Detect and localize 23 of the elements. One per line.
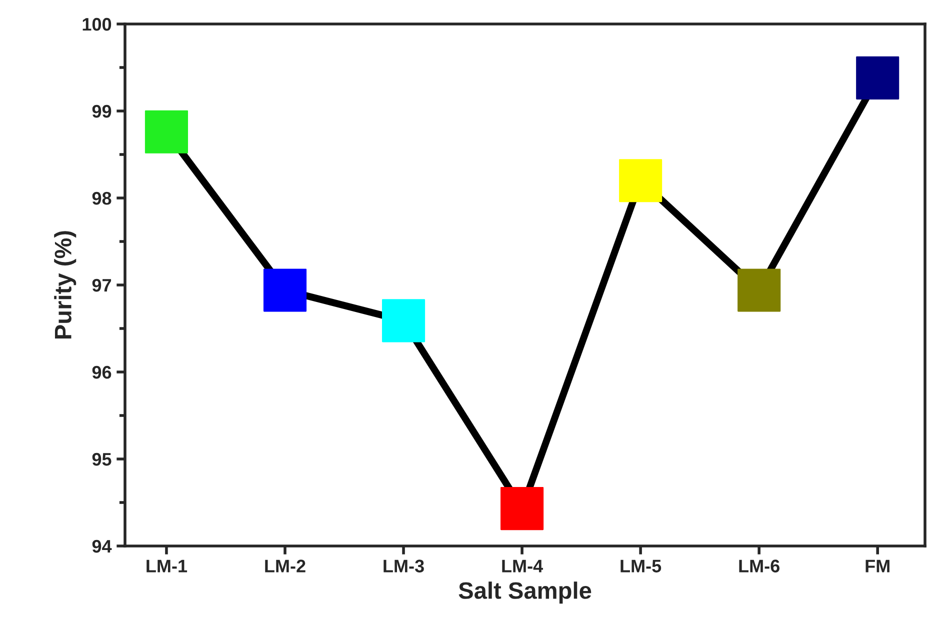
point (738, 268, 781, 312)
x-tick-label: LM-5 (620, 560, 662, 572)
point (500, 487, 544, 530)
y-tick-label: 94 (92, 540, 112, 553)
x-tick-label: LM-3 (384, 560, 424, 572)
y-axis-title: Purity (%) (54, 231, 76, 339)
point (619, 159, 662, 202)
x-tick-label: LM-6 (739, 560, 780, 572)
point (144, 110, 188, 154)
y-tick-label: 97 (92, 278, 112, 292)
y-tick-label: 100 (82, 18, 112, 31)
x-tick-label: FM (866, 560, 890, 572)
x-axis-title: Salt Sample (458, 582, 592, 604)
point (263, 268, 307, 312)
y-tick-label: 96 (92, 366, 112, 379)
point (382, 299, 426, 342)
x-tick-label: LM-2 (265, 560, 306, 572)
x-tick-label: LM-1 (146, 560, 188, 572)
y-tick-label: 95 (92, 452, 112, 466)
x-tick-label: LM-4 (502, 560, 544, 572)
y-tick-label: 99 (92, 104, 112, 118)
point (856, 56, 900, 100)
y-tick-label: 98 (92, 192, 112, 205)
